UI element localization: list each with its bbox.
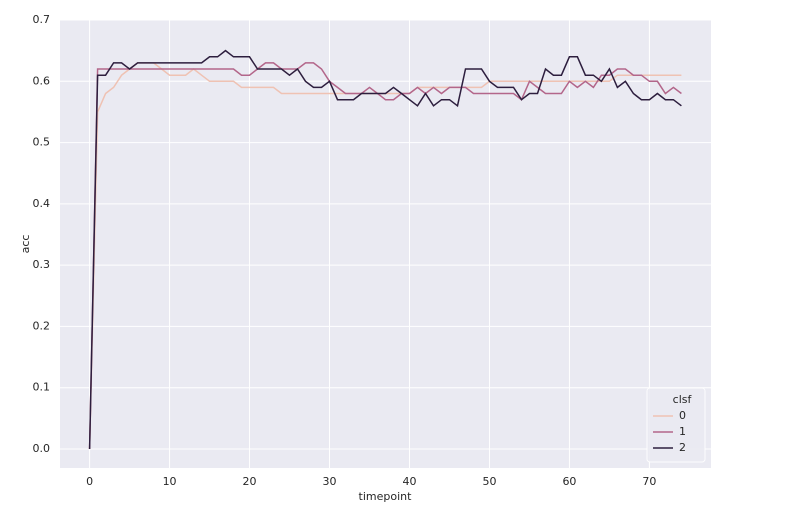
y-tick-label: 0.3 (33, 258, 51, 271)
x-tick-label: 70 (642, 475, 656, 488)
x-tick-label: 60 (562, 475, 576, 488)
plot-background (60, 20, 711, 468)
x-tick-label: 30 (323, 475, 337, 488)
y-tick-label: 0.4 (33, 197, 51, 210)
y-tick-label: 0.6 (33, 74, 51, 87)
legend-title: clsf (673, 393, 693, 406)
series-line (88, 62, 682, 450)
y-tick-label: 0.0 (33, 442, 51, 455)
x-tick-label: 10 (163, 475, 177, 488)
y-tick-label: 0.1 (33, 381, 51, 394)
series-line (88, 49, 682, 450)
y-tick-label: 0.5 (33, 136, 51, 149)
legend-label: 2 (679, 441, 686, 454)
x-tick-label: 0 (86, 475, 93, 488)
legend-box (646, 387, 706, 463)
x-tick-label: 40 (402, 475, 416, 488)
y-axis-label: acc (19, 235, 32, 254)
y-tick-label: 0.2 (33, 319, 51, 332)
x-tick-label: 20 (243, 475, 257, 488)
y-tick-label: 0.7 (33, 13, 51, 26)
x-tick-label: 50 (482, 475, 496, 488)
legend-label: 1 (679, 425, 686, 438)
x-axis-label: timepoint (359, 490, 413, 503)
legend-label: 0 (679, 409, 686, 422)
